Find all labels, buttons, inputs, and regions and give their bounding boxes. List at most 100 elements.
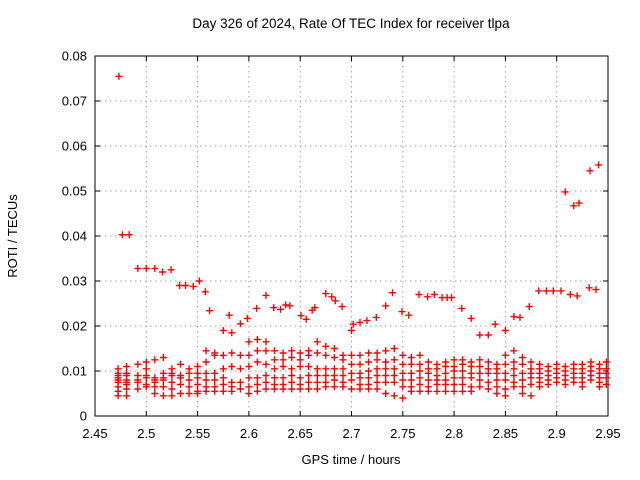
data-point <box>288 372 296 379</box>
data-point <box>542 287 550 295</box>
data-point <box>236 365 244 373</box>
data-point <box>415 291 423 298</box>
data-point <box>416 374 424 382</box>
data-point <box>245 390 253 397</box>
data-point <box>236 378 244 386</box>
data-point <box>476 331 484 339</box>
data-point <box>253 304 261 312</box>
data-point <box>185 376 193 384</box>
data-point <box>168 372 176 379</box>
data-point <box>442 369 450 377</box>
data-point <box>476 369 484 377</box>
data-point <box>373 385 381 393</box>
data-point <box>194 390 202 397</box>
x-axis-label: GPS time / hours <box>302 452 401 467</box>
data-point <box>450 374 458 382</box>
data-point <box>339 356 347 364</box>
data-point <box>236 351 244 359</box>
data-point <box>288 347 296 355</box>
data-point <box>602 358 610 366</box>
data-point <box>382 347 390 355</box>
data-point <box>322 290 330 298</box>
data-point <box>282 301 290 309</box>
data-point <box>407 360 415 368</box>
data-point <box>219 327 227 334</box>
data-point <box>399 360 407 368</box>
data-point <box>338 303 346 311</box>
data-point <box>253 387 261 395</box>
data-point <box>501 327 509 334</box>
data-point <box>450 367 458 375</box>
data-point <box>510 365 518 373</box>
data-point <box>459 381 467 388</box>
data-point <box>399 369 407 377</box>
data-point <box>570 378 578 386</box>
data-point <box>194 363 202 370</box>
data-point <box>253 374 261 382</box>
data-point <box>182 282 190 289</box>
data-point <box>390 345 398 352</box>
data-point <box>279 349 287 357</box>
data-point <box>202 347 210 355</box>
data-point <box>322 383 330 391</box>
data-point <box>159 268 166 276</box>
data-point <box>467 387 475 395</box>
data-point <box>424 376 432 384</box>
data-point <box>587 376 595 384</box>
data-point <box>586 167 594 175</box>
data-point <box>382 365 390 373</box>
data-point <box>123 363 131 370</box>
data-point <box>288 365 296 373</box>
data-point <box>125 231 133 239</box>
data-point <box>399 376 407 384</box>
data-point <box>501 392 509 400</box>
data-point <box>245 374 253 382</box>
data-point <box>142 374 150 382</box>
data-point <box>430 291 438 298</box>
data-point <box>356 374 364 382</box>
data-point <box>245 363 253 370</box>
data-point <box>339 365 347 373</box>
data-point <box>373 349 381 357</box>
data-point <box>557 287 565 295</box>
data-point <box>330 365 338 373</box>
data-point <box>302 315 310 323</box>
data-point <box>527 381 535 388</box>
data-point <box>373 372 381 379</box>
data-point <box>177 360 184 368</box>
data-point <box>519 354 526 361</box>
data-point <box>114 392 122 400</box>
data-point <box>561 381 569 388</box>
data-point <box>262 385 270 393</box>
data-point <box>288 385 296 393</box>
data-point <box>476 356 484 364</box>
data-point <box>339 372 347 379</box>
data-point <box>450 381 458 388</box>
data-point <box>228 387 236 395</box>
data-point <box>416 381 424 388</box>
x-tick-label: 2.95 <box>595 426 620 441</box>
data-point <box>519 383 526 391</box>
data-point <box>484 385 492 393</box>
data-point <box>527 392 535 400</box>
data-point <box>134 385 142 393</box>
data-point <box>262 291 270 299</box>
data-point <box>407 354 415 361</box>
data-point <box>279 356 287 364</box>
data-point <box>373 356 381 364</box>
data-point <box>476 363 484 370</box>
data-point <box>510 372 518 379</box>
data-point <box>389 289 396 297</box>
data-point <box>219 381 227 388</box>
data-point <box>416 351 424 359</box>
data-point <box>228 363 236 370</box>
data-point <box>467 363 475 370</box>
data-point <box>493 369 501 377</box>
data-point <box>271 365 278 373</box>
data-point <box>279 374 287 382</box>
data-point <box>211 387 219 395</box>
data-point <box>296 356 304 364</box>
x-tick-label: 2.65 <box>288 426 313 441</box>
data-point <box>382 378 390 386</box>
data-point <box>405 311 413 319</box>
